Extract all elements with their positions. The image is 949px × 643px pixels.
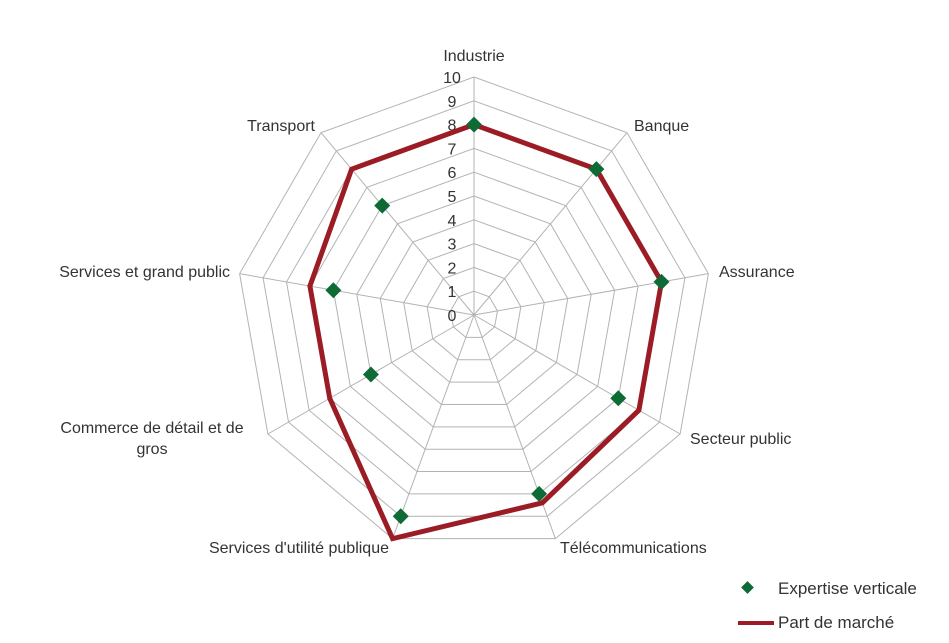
grid-ring <box>309 147 639 473</box>
radar-chart: 0 1 2 3 4 5 6 7 8 9 10 Industrie Banque Assurance Sec… <box>59 48 794 557</box>
category-label: Commerce de détail et de gros <box>60 420 243 458</box>
axis-spoke <box>392 314 475 539</box>
legend-label: Part de marché <box>778 613 895 632</box>
tick-label: 0 <box>448 308 457 325</box>
data-point-expertise <box>653 273 670 290</box>
diamond-marker-icon <box>738 579 768 599</box>
tick-label: 3 <box>448 237 457 254</box>
grid-ring <box>356 195 592 428</box>
legend-item-part-de-marche: Part de marché <box>738 609 917 637</box>
grid-ring <box>426 266 522 361</box>
tick-label: 8 <box>448 118 457 135</box>
line-marker-icon <box>738 613 774 633</box>
category-label: Télécommunications <box>560 540 707 557</box>
tick-label: 7 <box>448 141 457 158</box>
category-label: Services et grand public <box>59 264 230 281</box>
data-point-expertise <box>325 282 342 299</box>
tick-label: 4 <box>448 213 457 230</box>
axis-spoke <box>239 273 475 316</box>
grid-ring <box>239 76 709 540</box>
axis-spoke <box>473 132 628 316</box>
category-label: Assurance <box>719 264 795 281</box>
category-label: Transport <box>247 118 315 135</box>
grid-ring <box>379 219 569 405</box>
tick-label: 2 <box>448 260 457 277</box>
legend-label: Expertise verticale <box>778 579 917 598</box>
data-point-expertise <box>610 390 627 407</box>
grid-ring <box>332 171 616 450</box>
data-point-expertise <box>588 161 605 178</box>
data-point-expertise <box>466 116 482 133</box>
radar-series <box>307 116 670 542</box>
data-point-expertise <box>374 197 391 214</box>
grid-ring <box>403 243 545 383</box>
tick-label: 6 <box>448 165 457 182</box>
series-line-part-de-marche <box>307 121 665 542</box>
legend-item-expertise: Expertise verticale <box>738 575 917 603</box>
tick-label: 10 <box>443 70 461 87</box>
category-label: Services d'utilité publique <box>209 540 389 557</box>
category-label: Industrie <box>443 48 504 65</box>
category-label: Banque <box>634 118 689 135</box>
grid-ring <box>262 100 686 517</box>
data-point-expertise <box>392 508 409 525</box>
axis-spoke <box>320 132 475 316</box>
radar-tick-labels: 0 1 2 3 4 5 6 7 8 9 10 <box>443 70 461 325</box>
category-label: Secteur public <box>690 431 791 448</box>
legend: Expertise verticale Part de marché <box>738 575 917 643</box>
radar-category-labels: Industrie Banque Assurance Secteur public Té… <box>59 48 794 557</box>
radar-grid <box>239 76 709 540</box>
axis-spoke <box>473 273 709 316</box>
data-point-expertise <box>362 366 379 383</box>
data-point-expertise <box>531 485 548 502</box>
tick-label: 5 <box>448 189 457 206</box>
tick-label: 9 <box>448 94 457 111</box>
grid-ring <box>450 290 498 338</box>
axis-spoke <box>473 314 681 435</box>
tick-label: 1 <box>448 284 457 301</box>
